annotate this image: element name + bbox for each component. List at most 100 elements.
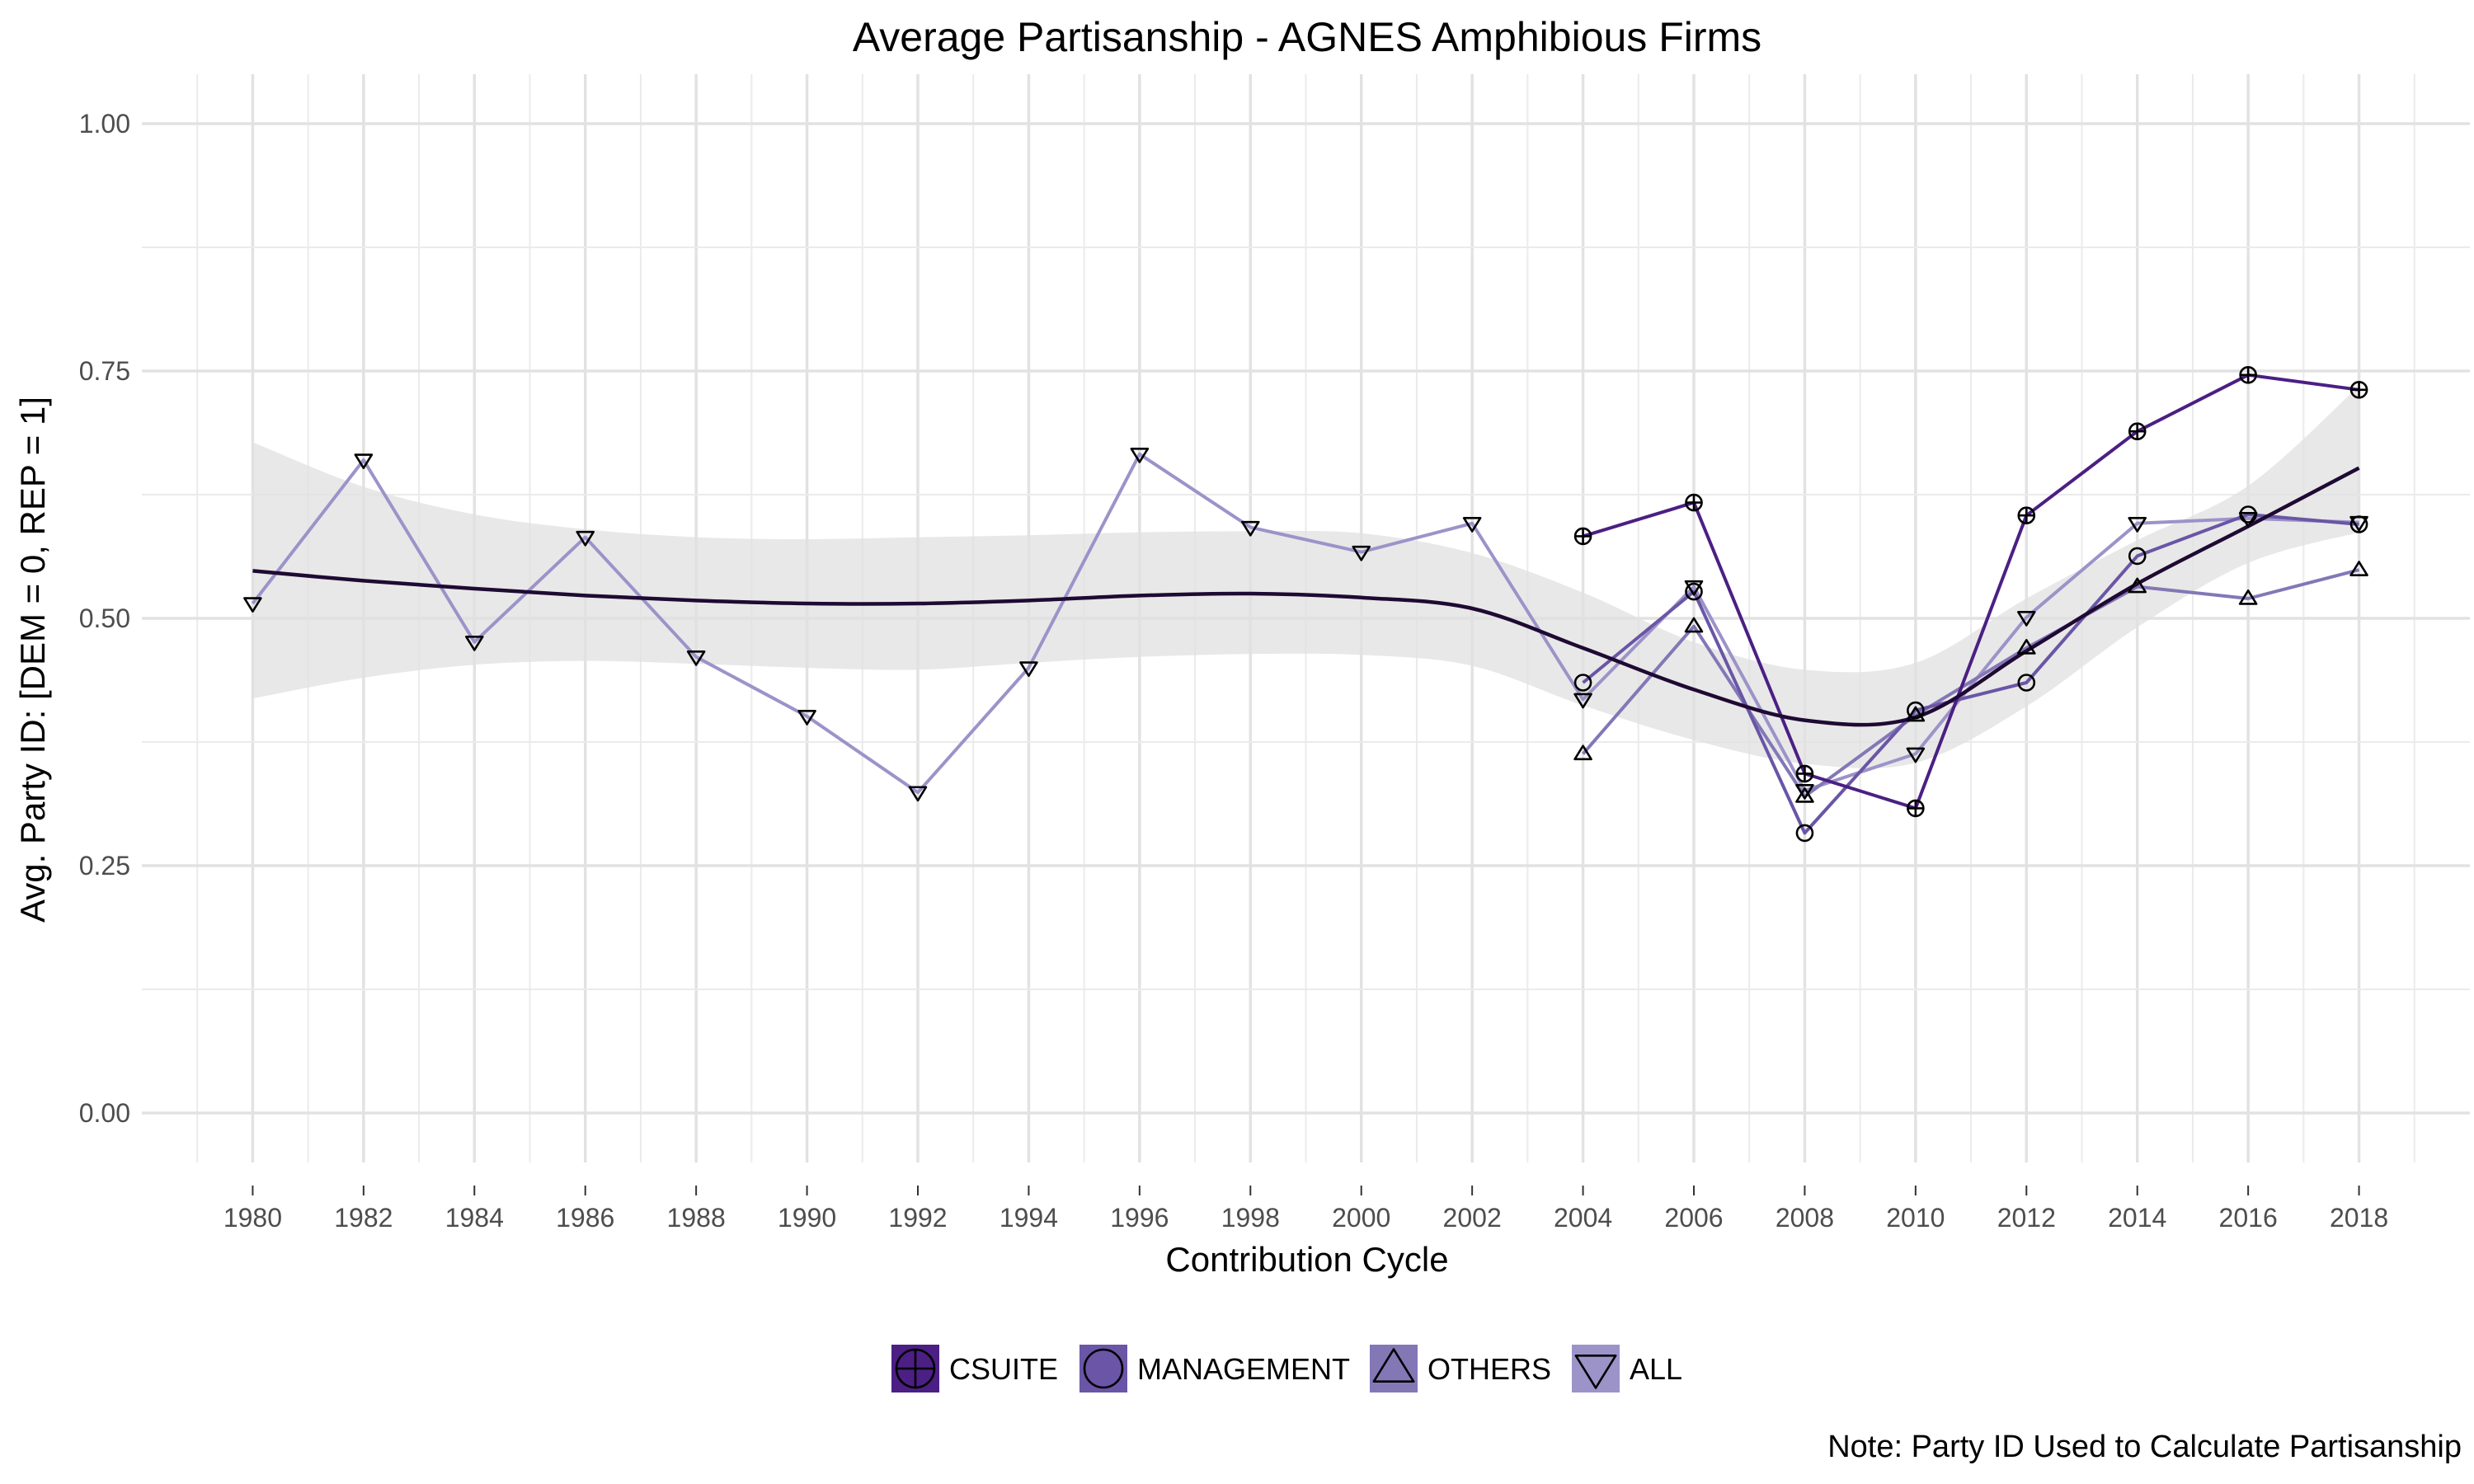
point-management-shape — [2239, 505, 2257, 524]
point-all-shape — [1130, 448, 1150, 463]
point-management-shape — [1573, 674, 1592, 692]
point-all — [2017, 611, 2036, 627]
point-others — [2238, 589, 2258, 605]
series-line-csuite — [1582, 373, 2359, 810]
x-tick-label: 2010 — [1886, 1203, 1945, 1233]
point-all-shape — [2238, 512, 2258, 528]
point-all — [1130, 448, 1150, 463]
point-csuite — [2349, 380, 2368, 399]
x-tick-label: 1990 — [778, 1203, 836, 1233]
trend-line — [252, 466, 2360, 727]
point-management-shape — [1795, 824, 1814, 843]
legend-item-all: ALL — [1572, 1345, 1682, 1392]
x-tick-label: 1992 — [888, 1203, 947, 1233]
point-csuite — [1795, 764, 1814, 783]
point-all-shape — [2128, 517, 2147, 533]
legend-symbol-csuite — [895, 1348, 936, 1389]
point-all — [1795, 784, 1814, 800]
series-line-others — [1582, 568, 2360, 798]
point-all-shape — [354, 453, 374, 469]
confidence-band-area — [252, 386, 2359, 768]
x-axis-title: Contribution Cycle — [1165, 1240, 1448, 1279]
legend-label-csuite: CSUITE — [949, 1352, 1058, 1386]
legend-key-all — [1572, 1345, 1620, 1392]
point-all — [2128, 517, 2147, 533]
point-management — [2239, 505, 2257, 524]
x-tick-label: 1988 — [667, 1203, 726, 1233]
point-csuite — [1907, 799, 1925, 818]
series-line-management — [1582, 513, 2359, 835]
point-all — [576, 530, 595, 547]
legend-symbol-all — [1574, 1355, 1617, 1389]
legend-symbol-management-shape — [1083, 1348, 1124, 1389]
point-others-shape — [2017, 639, 2036, 655]
legend-key-others — [1370, 1345, 1418, 1392]
point-all-shape — [243, 597, 262, 613]
point-all — [1352, 545, 1371, 561]
x-tick-label: 2008 — [1776, 1203, 1834, 1233]
point-all-shape — [686, 650, 706, 666]
legend-label-all: ALL — [1630, 1352, 1682, 1386]
point-all — [1573, 693, 1592, 709]
x-tick-label: 2006 — [1664, 1203, 1723, 1233]
legend-item-csuite: CSUITE — [891, 1345, 1058, 1392]
point-all — [797, 710, 816, 726]
point-management — [1907, 701, 1925, 720]
legend-item-others: OTHERS — [1370, 1345, 1551, 1392]
point-others-shape — [1684, 617, 1704, 633]
y-axis-title: Avg. Party ID: [DEM = 0, REP = 1] — [13, 397, 52, 923]
point-all — [243, 597, 262, 613]
point-management-shape — [1907, 701, 1925, 720]
x-tick-label: 1980 — [223, 1203, 282, 1233]
point-all-shape — [465, 636, 484, 651]
point-management-shape — [2349, 515, 2368, 533]
chart-caption: Note: Party ID Used to Calculate Partisa… — [1827, 1430, 2462, 1464]
legend-symbol-management — [1083, 1348, 1124, 1389]
point-others — [1684, 617, 1704, 633]
x-tick-label: 2004 — [1554, 1203, 1612, 1233]
confidence-band — [252, 386, 2359, 768]
legend-label-management: MANAGEMENT — [1137, 1352, 1350, 1386]
y-tick-label: 0.25 — [79, 851, 130, 881]
point-management-shape — [1685, 582, 1703, 601]
point-others-shape — [1573, 744, 1592, 761]
x-tick-label: 1994 — [999, 1203, 1058, 1233]
point-all — [1241, 520, 1260, 537]
legend-symbol-others-shape — [1372, 1348, 1415, 1383]
point-management-shape — [2128, 547, 2147, 566]
point-all — [1019, 661, 1038, 677]
x-axis-ticks: 1980 1982 1984 1986 1988 1990 1992 1994 1996 1998… — [223, 1186, 2388, 1233]
point-csuite — [2239, 365, 2257, 384]
point-all — [465, 636, 484, 651]
point-all — [1462, 517, 1482, 533]
point-others — [1795, 787, 1814, 803]
x-tick-label: 2014 — [2108, 1203, 2166, 1233]
data-points — [243, 365, 2368, 843]
point-others — [1906, 706, 1926, 722]
point-management — [2349, 515, 2368, 533]
point-others — [2349, 561, 2368, 576]
x-tick-label: 1982 — [334, 1203, 393, 1233]
point-management — [1573, 674, 1592, 692]
point-all — [1906, 747, 1926, 763]
point-all-shape — [1573, 693, 1592, 709]
point-all — [2238, 512, 2258, 528]
point-others — [1573, 744, 1592, 761]
point-management — [2017, 674, 2036, 692]
y-tick-label: 1.00 — [79, 109, 130, 139]
point-others-shape — [1906, 706, 1926, 722]
x-tick-label: 2002 — [1443, 1203, 1502, 1233]
point-all-shape — [908, 786, 928, 802]
series-lines — [251, 373, 2360, 835]
point-others-shape — [2128, 577, 2147, 594]
x-tick-label: 2016 — [2219, 1203, 2278, 1233]
point-management — [1685, 582, 1703, 601]
x-tick-label: 1996 — [1110, 1203, 1169, 1233]
point-all — [686, 650, 706, 666]
point-all — [1684, 580, 1704, 596]
point-management — [2128, 547, 2147, 566]
legend-symbol-all-shape — [1574, 1355, 1617, 1389]
point-all-shape — [576, 530, 595, 547]
chart-title: Average Partisanship - AGNES Amphibious … — [853, 14, 1761, 60]
